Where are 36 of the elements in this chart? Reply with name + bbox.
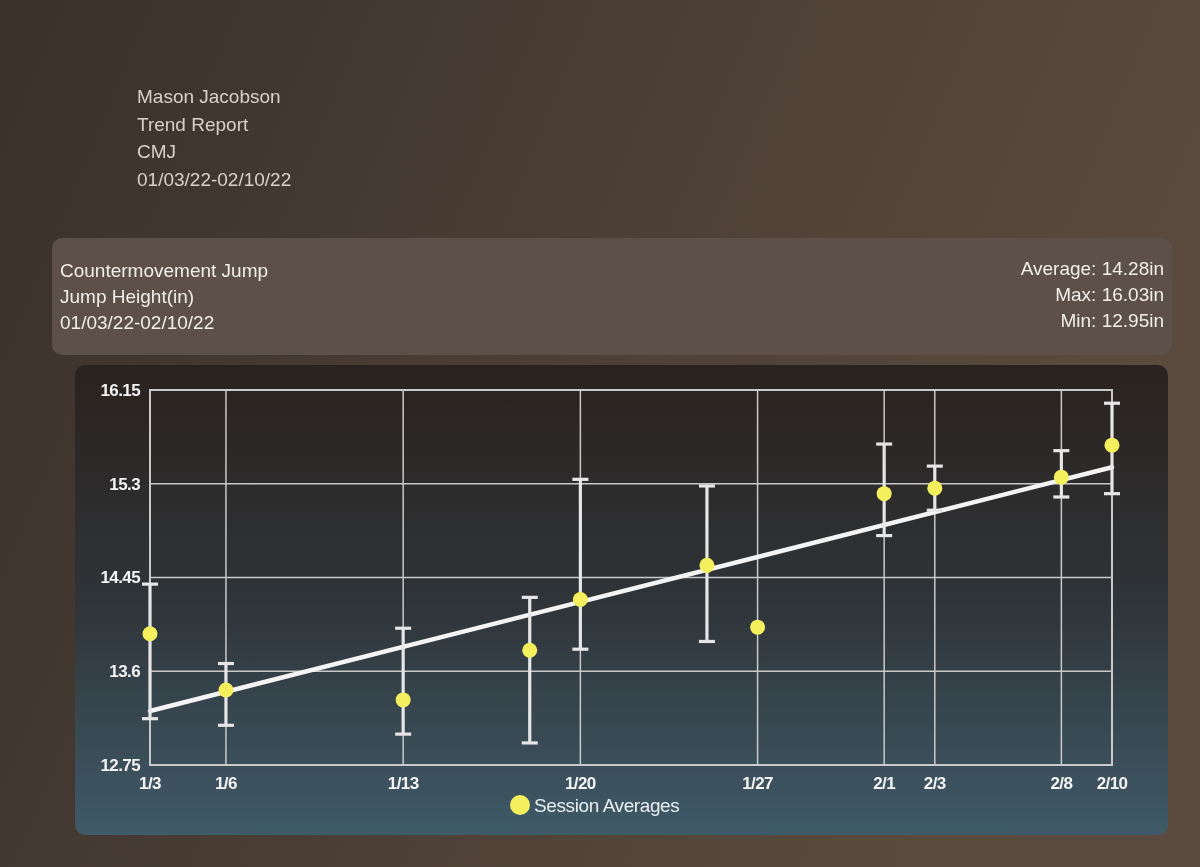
point [142, 626, 158, 642]
text: Max: 16.03in [1055, 284, 1164, 305]
text: Average: 14.28in [1020, 258, 1164, 279]
x-tick-label: 1/13 [387, 774, 419, 793]
text: 01/03/22-02/10/22 [60, 312, 215, 333]
x-tick-label: 1/3 [139, 774, 162, 793]
x-tick-label: 1/20 [565, 774, 596, 793]
y-tick-label: 14.45 [100, 568, 141, 588]
point [699, 557, 715, 573]
point [927, 480, 943, 496]
x-tick-label: 2/3 [923, 774, 946, 793]
y-tick-label: 12.75 [100, 755, 141, 775]
point [1104, 437, 1120, 453]
point [876, 486, 892, 502]
x-tick-label: 2/10 [1096, 774, 1128, 793]
y-tick-label: 13.6 [109, 662, 141, 682]
chart-subtitle: Jump Height(in) [60, 286, 195, 307]
point [395, 692, 411, 708]
text: Min: 12.95in [1060, 310, 1164, 331]
x-tick-label: 2/1 [873, 774, 896, 793]
point [1053, 469, 1069, 485]
x-tick-label: 2/8 [1050, 774, 1073, 793]
text: 01/03/22-02/10/22 [137, 168, 292, 190]
x-tick-label: 1/6 [215, 774, 237, 793]
point [522, 642, 538, 658]
y-tick-label: 15.3 [109, 474, 141, 494]
x-tick-label: 1/27 [742, 774, 774, 793]
legend-label: Session Averages [534, 794, 680, 816]
text: Mason Jacobson [137, 86, 281, 107]
chart-title: Countermovement Jump [60, 260, 269, 281]
text: CMJ [137, 141, 177, 162]
point [572, 592, 588, 608]
point [750, 619, 766, 635]
point [218, 682, 234, 698]
y-tick-label: 16.15 [100, 380, 141, 400]
text: Trend Report [137, 113, 249, 135]
